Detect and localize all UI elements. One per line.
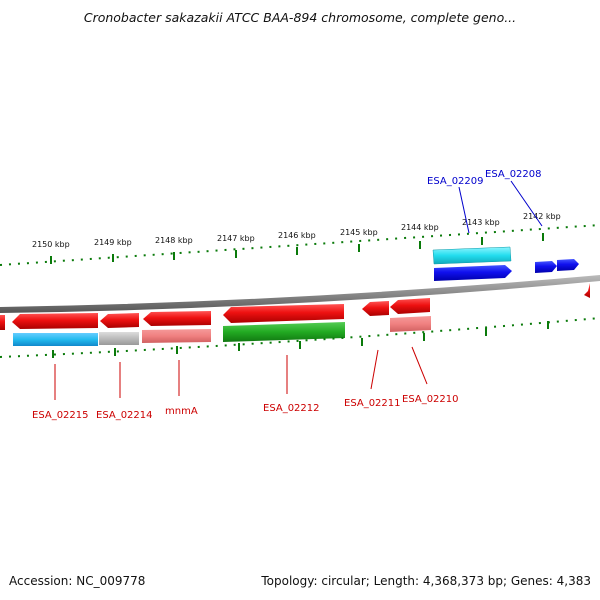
gene-label-esa02211: ESA_02211 xyxy=(344,398,401,409)
gene-label-esa02208: ESA_02208 xyxy=(485,169,542,180)
feature-esa02214 xyxy=(99,332,139,345)
gene-label-esa02210: ESA_02210 xyxy=(402,394,459,405)
tick-label: 2144 kbp xyxy=(401,223,439,232)
reverse-leader-lines xyxy=(54,346,428,400)
reverse-cds-edge xyxy=(584,283,590,298)
reverse-gene-labels[interactable]: ESA_02215 ESA_02214 mnmA ESA_02212 ESA_0… xyxy=(32,394,459,421)
reverse-cds-esa02214 xyxy=(100,313,139,328)
feature-mnmA xyxy=(142,329,211,343)
reverse-feature-track[interactable] xyxy=(13,316,431,346)
gene-label-esa02214: ESA_02214 xyxy=(96,410,153,421)
tick-label: 2145 kbp xyxy=(340,228,378,237)
gene-label-esa02215: ESA_02215 xyxy=(32,410,89,421)
forward-leader-lines xyxy=(458,180,543,234)
gene-label-mnmA: mnmA xyxy=(165,406,198,417)
ruler-labels: 2150 kbp 2149 kbp 2148 kbp 2147 kbp 2146… xyxy=(32,212,561,249)
tick-label: 2146 kbp xyxy=(278,231,316,240)
reverse-cds-esa02211 xyxy=(362,301,389,316)
feature-esa02215 xyxy=(13,333,98,346)
forward-cds-esa02208b xyxy=(557,259,579,271)
forward-gene-labels[interactable]: ESA_02209 ESA_02208 xyxy=(427,169,542,187)
accession-text: Accession: NC_009778 xyxy=(9,574,146,588)
reverse-cds-track[interactable] xyxy=(0,283,590,330)
tick-label: 2149 kbp xyxy=(94,238,132,247)
gene-label-esa02209: ESA_02209 xyxy=(427,176,484,187)
reverse-cds-esa02210 xyxy=(390,298,430,314)
tick-label: 2148 kbp xyxy=(155,236,193,245)
reverse-cds-esa02216 xyxy=(0,315,5,330)
forward-cds-esa02209 xyxy=(434,265,512,281)
feature-esa02210 xyxy=(390,316,431,332)
forward-feature-esa02209 xyxy=(432,246,512,265)
reverse-cds-esa02212 xyxy=(223,304,344,323)
topology-summary: Topology: circular; Length: 4,368,373 bp… xyxy=(261,574,591,588)
tick-label: 2147 kbp xyxy=(217,234,255,243)
tick-label: 2143 kbp xyxy=(462,218,500,227)
gene-label-esa02212: ESA_02212 xyxy=(263,403,320,414)
map-title: Cronobacter sakazakii ATCC BAA-894 chrom… xyxy=(83,10,517,25)
forward-cds-esa02208a xyxy=(535,261,557,273)
feature-esa02212 xyxy=(223,322,345,342)
genome-backbone xyxy=(0,275,600,313)
outer-ruler xyxy=(0,224,600,266)
forward-features[interactable] xyxy=(432,246,579,281)
reverse-cds-esa02215 xyxy=(12,313,98,329)
tick-label: 2142 kbp xyxy=(523,212,561,221)
tick-label: 2150 kbp xyxy=(32,240,70,249)
reverse-cds-mnmA xyxy=(143,311,211,326)
inner-ruler xyxy=(0,317,600,358)
